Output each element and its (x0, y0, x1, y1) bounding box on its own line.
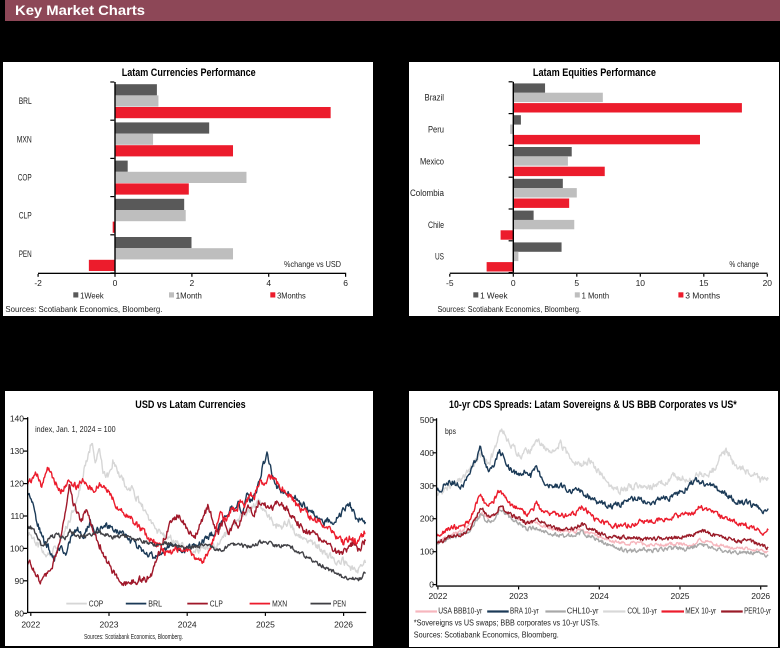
svg-text:BRL: BRL (148, 600, 162, 609)
svg-text:2026: 2026 (334, 620, 353, 630)
svg-text:140: 140 (10, 414, 24, 424)
svg-text:PEN: PEN (19, 249, 32, 259)
svg-text:200: 200 (420, 514, 434, 524)
svg-text:20: 20 (763, 278, 773, 288)
svg-text:% change: % change (729, 259, 759, 269)
svg-text:BRA 10-yr: BRA 10-yr (510, 607, 539, 616)
svg-text:CLP: CLP (19, 211, 32, 221)
svg-text:90: 90 (15, 576, 25, 586)
svg-text:CLP: CLP (210, 600, 223, 609)
svg-text:Latam Equities Performance: Latam Equities Performance (533, 67, 656, 79)
svg-text:100: 100 (420, 547, 434, 557)
svg-text:Key Market Charts: Key Market Charts (15, 3, 145, 18)
svg-text:Sources: Scotiabank Economi: Sources: Scotiabank Economics, Bloomberg… (438, 304, 582, 314)
svg-text:120: 120 (10, 479, 24, 489)
svg-text:4: 4 (266, 278, 271, 288)
svg-text:2: 2 (190, 278, 195, 288)
svg-text:1 Month: 1 Month (582, 290, 610, 300)
svg-text:1Month: 1Month (176, 290, 202, 300)
svg-text:10-yr CDS Spreads: Latam Sover: 10-yr CDS Spreads: Latam Sovereigns & US… (449, 399, 737, 411)
svg-text:80: 80 (15, 608, 25, 618)
svg-text:MXN: MXN (17, 134, 32, 144)
svg-text:PEN: PEN (333, 600, 346, 609)
svg-text:3 Months: 3 Months (685, 290, 720, 300)
svg-text:400: 400 (420, 448, 434, 458)
svg-text:2024: 2024 (178, 620, 197, 630)
svg-text:2024: 2024 (590, 591, 609, 601)
svg-text:1Week: 1Week (80, 290, 104, 300)
svg-text:Brazil: Brazil (425, 93, 445, 103)
svg-text:MEX 10-yr: MEX 10-yr (685, 607, 716, 616)
svg-text:130: 130 (10, 446, 24, 456)
svg-text:Chile: Chile (428, 220, 444, 230)
svg-text:US: US (435, 252, 444, 262)
svg-text:*Sovereigns vs US swaps; BBB: *Sovereigns vs US swaps; BBB corporates … (414, 619, 600, 628)
svg-text:110: 110 (10, 511, 24, 521)
svg-text:500: 500 (420, 415, 434, 425)
svg-text:2025: 2025 (671, 591, 690, 601)
svg-text:0: 0 (429, 580, 434, 590)
svg-text:Colombia: Colombia (410, 188, 444, 198)
svg-text:-5: -5 (446, 278, 454, 288)
svg-text:6: 6 (343, 278, 348, 288)
svg-text:Peru: Peru (428, 125, 444, 135)
svg-text:BRL: BRL (19, 96, 32, 106)
svg-text:2022: 2022 (21, 620, 40, 630)
svg-text:0: 0 (511, 278, 516, 288)
svg-text:3Months: 3Months (277, 290, 306, 300)
svg-text:Sources: Scotiabank Economi: Sources: Scotiabank Economics, Bloomberg… (414, 631, 559, 640)
svg-text:100: 100 (10, 543, 24, 553)
svg-text:2025: 2025 (256, 620, 275, 630)
svg-text:0: 0 (113, 278, 118, 288)
svg-text:USA BBB10-yr: USA BBB10-yr (438, 607, 482, 616)
svg-text:CHL10-yr: CHL10-yr (567, 607, 599, 616)
svg-text:2026: 2026 (751, 591, 770, 601)
svg-text:USD vs Latam Currencies: USD vs Latam Currencies (135, 399, 245, 411)
svg-text:Mexico: Mexico (420, 156, 444, 166)
svg-text:PER10-yr: PER10-yr (744, 607, 771, 616)
svg-text:Latam Currencies Performance: Latam Currencies Performance (122, 67, 256, 79)
svg-text:10: 10 (636, 278, 646, 288)
svg-text:300: 300 (420, 481, 434, 491)
svg-text:5: 5 (574, 278, 579, 288)
svg-text:2023: 2023 (100, 620, 119, 630)
svg-text:bps: bps (445, 426, 456, 436)
svg-text:2022: 2022 (428, 591, 447, 601)
svg-text:15: 15 (699, 278, 709, 288)
svg-text:COP: COP (18, 173, 32, 183)
svg-text:COP: COP (89, 600, 103, 609)
svg-text:Sources: Scotiabank Economics: Sources: Scotiabank Economics, Bloomberg… (5, 304, 162, 314)
svg-text:index, Jan. 1, 2024 = 100: index, Jan. 1, 2024 = 100 (35, 425, 116, 434)
svg-text:COL 10-yr: COL 10-yr (627, 607, 657, 616)
svg-text:2023: 2023 (509, 591, 528, 601)
svg-text:-2: -2 (34, 278, 42, 288)
svg-text:1 Week: 1 Week (480, 290, 508, 300)
svg-text:Sources: Scotiabank Economics: Sources: Scotiabank Economics, Bloomberg… (84, 632, 183, 641)
svg-text:%change vs USD: %change vs USD (284, 259, 341, 269)
svg-text:MXN: MXN (272, 600, 287, 609)
